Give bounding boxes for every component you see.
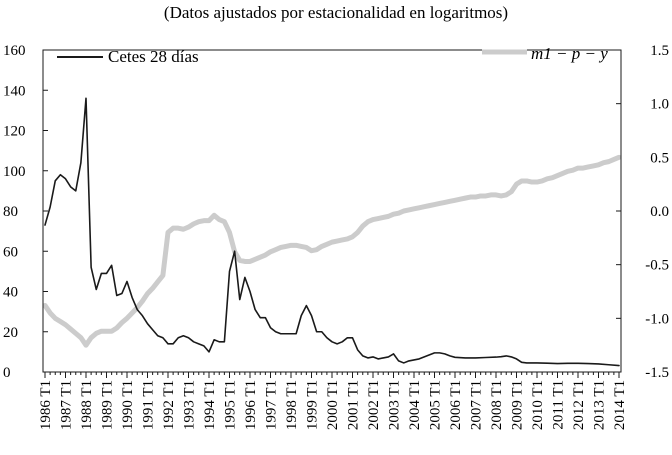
x-tick-label: 2011 T1: [551, 380, 567, 430]
x-tick-label: 2000 T1: [325, 380, 341, 430]
series-cetes-line: [44, 97, 620, 367]
x-tick-label: 2001 T1: [346, 380, 362, 430]
right-tick-label: 1.0: [650, 97, 669, 113]
legend-cetes-label: Cetes 28 días: [108, 47, 199, 66]
x-tick-label: 1998 T1: [284, 380, 300, 430]
x-tick-label: 2002 T1: [366, 380, 382, 430]
x-tick-label: 2006 T1: [448, 380, 464, 430]
x-tick-label: 1987 T1: [59, 380, 75, 430]
x-tick-label: 1995 T1: [223, 380, 239, 430]
right-tick-label: -0.5: [645, 258, 669, 274]
left-axis-labels: 0 20 40 60 80 100 120 140 160: [3, 43, 26, 381]
left-tick-label: 0: [3, 365, 11, 381]
x-tick-label: 2009 T1: [510, 380, 526, 430]
x-axis-labels: 1986 T1 1987 T1 1988 T1 1989 T1 1990 T1 1991 …: [38, 380, 628, 430]
left-tick-label: 160: [3, 43, 26, 59]
left-tick-label: 60: [3, 244, 18, 260]
left-tick-label: 120: [3, 124, 26, 140]
legend-m1: m1 − p − y: [482, 44, 608, 63]
x-tick-label: 2014 T1: [612, 380, 628, 430]
x-tick-label: 2007 T1: [469, 380, 485, 430]
x-tick-label: 2008 T1: [489, 380, 505, 430]
legend-cetes: Cetes 28 días: [57, 47, 199, 66]
right-axis-labels: -1.5 -1.0 -0.5 0.0 0.5 1.0 1.5: [645, 43, 669, 381]
x-tick-label: 1986 T1: [38, 380, 54, 430]
x-tick-label: 2010 T1: [530, 380, 546, 430]
x-tick-label: 1997 T1: [264, 380, 280, 430]
right-tick-label: -1.0: [645, 311, 669, 327]
plot-frame: [42, 49, 622, 373]
left-tick-label: 20: [3, 325, 18, 341]
x-tick-label: 1996 T1: [243, 380, 259, 430]
axis-ticks: [43, 49, 621, 378]
x-tick-label: 1994 T1: [202, 380, 218, 430]
x-tick-label: 2012 T1: [571, 380, 587, 430]
x-tick-label: 1992 T1: [161, 380, 177, 430]
x-tick-label: 1988 T1: [79, 380, 95, 430]
x-tick-label: 1989 T1: [100, 380, 116, 430]
x-tick-label: 1991 T1: [141, 380, 157, 430]
series-layer: [42, 97, 622, 367]
x-tick-label: 2003 T1: [387, 380, 403, 430]
x-tick-label: 2005 T1: [428, 380, 444, 430]
chart-subtitle: (Datos ajustados por estacionalidad en l…: [164, 3, 508, 22]
left-tick-label: 40: [3, 285, 18, 301]
x-tick-label: 1990 T1: [120, 380, 136, 430]
series-m1-line: [42, 154, 622, 348]
right-tick-label: 0.5: [650, 150, 669, 166]
left-tick-label: 100: [3, 164, 26, 180]
right-tick-label: 1.5: [650, 43, 669, 59]
left-tick-label: 140: [3, 83, 26, 99]
x-tick-label: 2004 T1: [407, 380, 423, 430]
right-tick-label: 0.0: [650, 204, 669, 220]
right-tick-label: -1.5: [645, 365, 669, 381]
left-tick-label: 80: [3, 204, 18, 220]
x-tick-label: 1999 T1: [305, 380, 321, 430]
x-tick-label: 2013 T1: [592, 380, 608, 430]
legend-m1-label: m1 − p − y: [531, 44, 608, 63]
x-tick-label: 1993 T1: [182, 380, 198, 430]
